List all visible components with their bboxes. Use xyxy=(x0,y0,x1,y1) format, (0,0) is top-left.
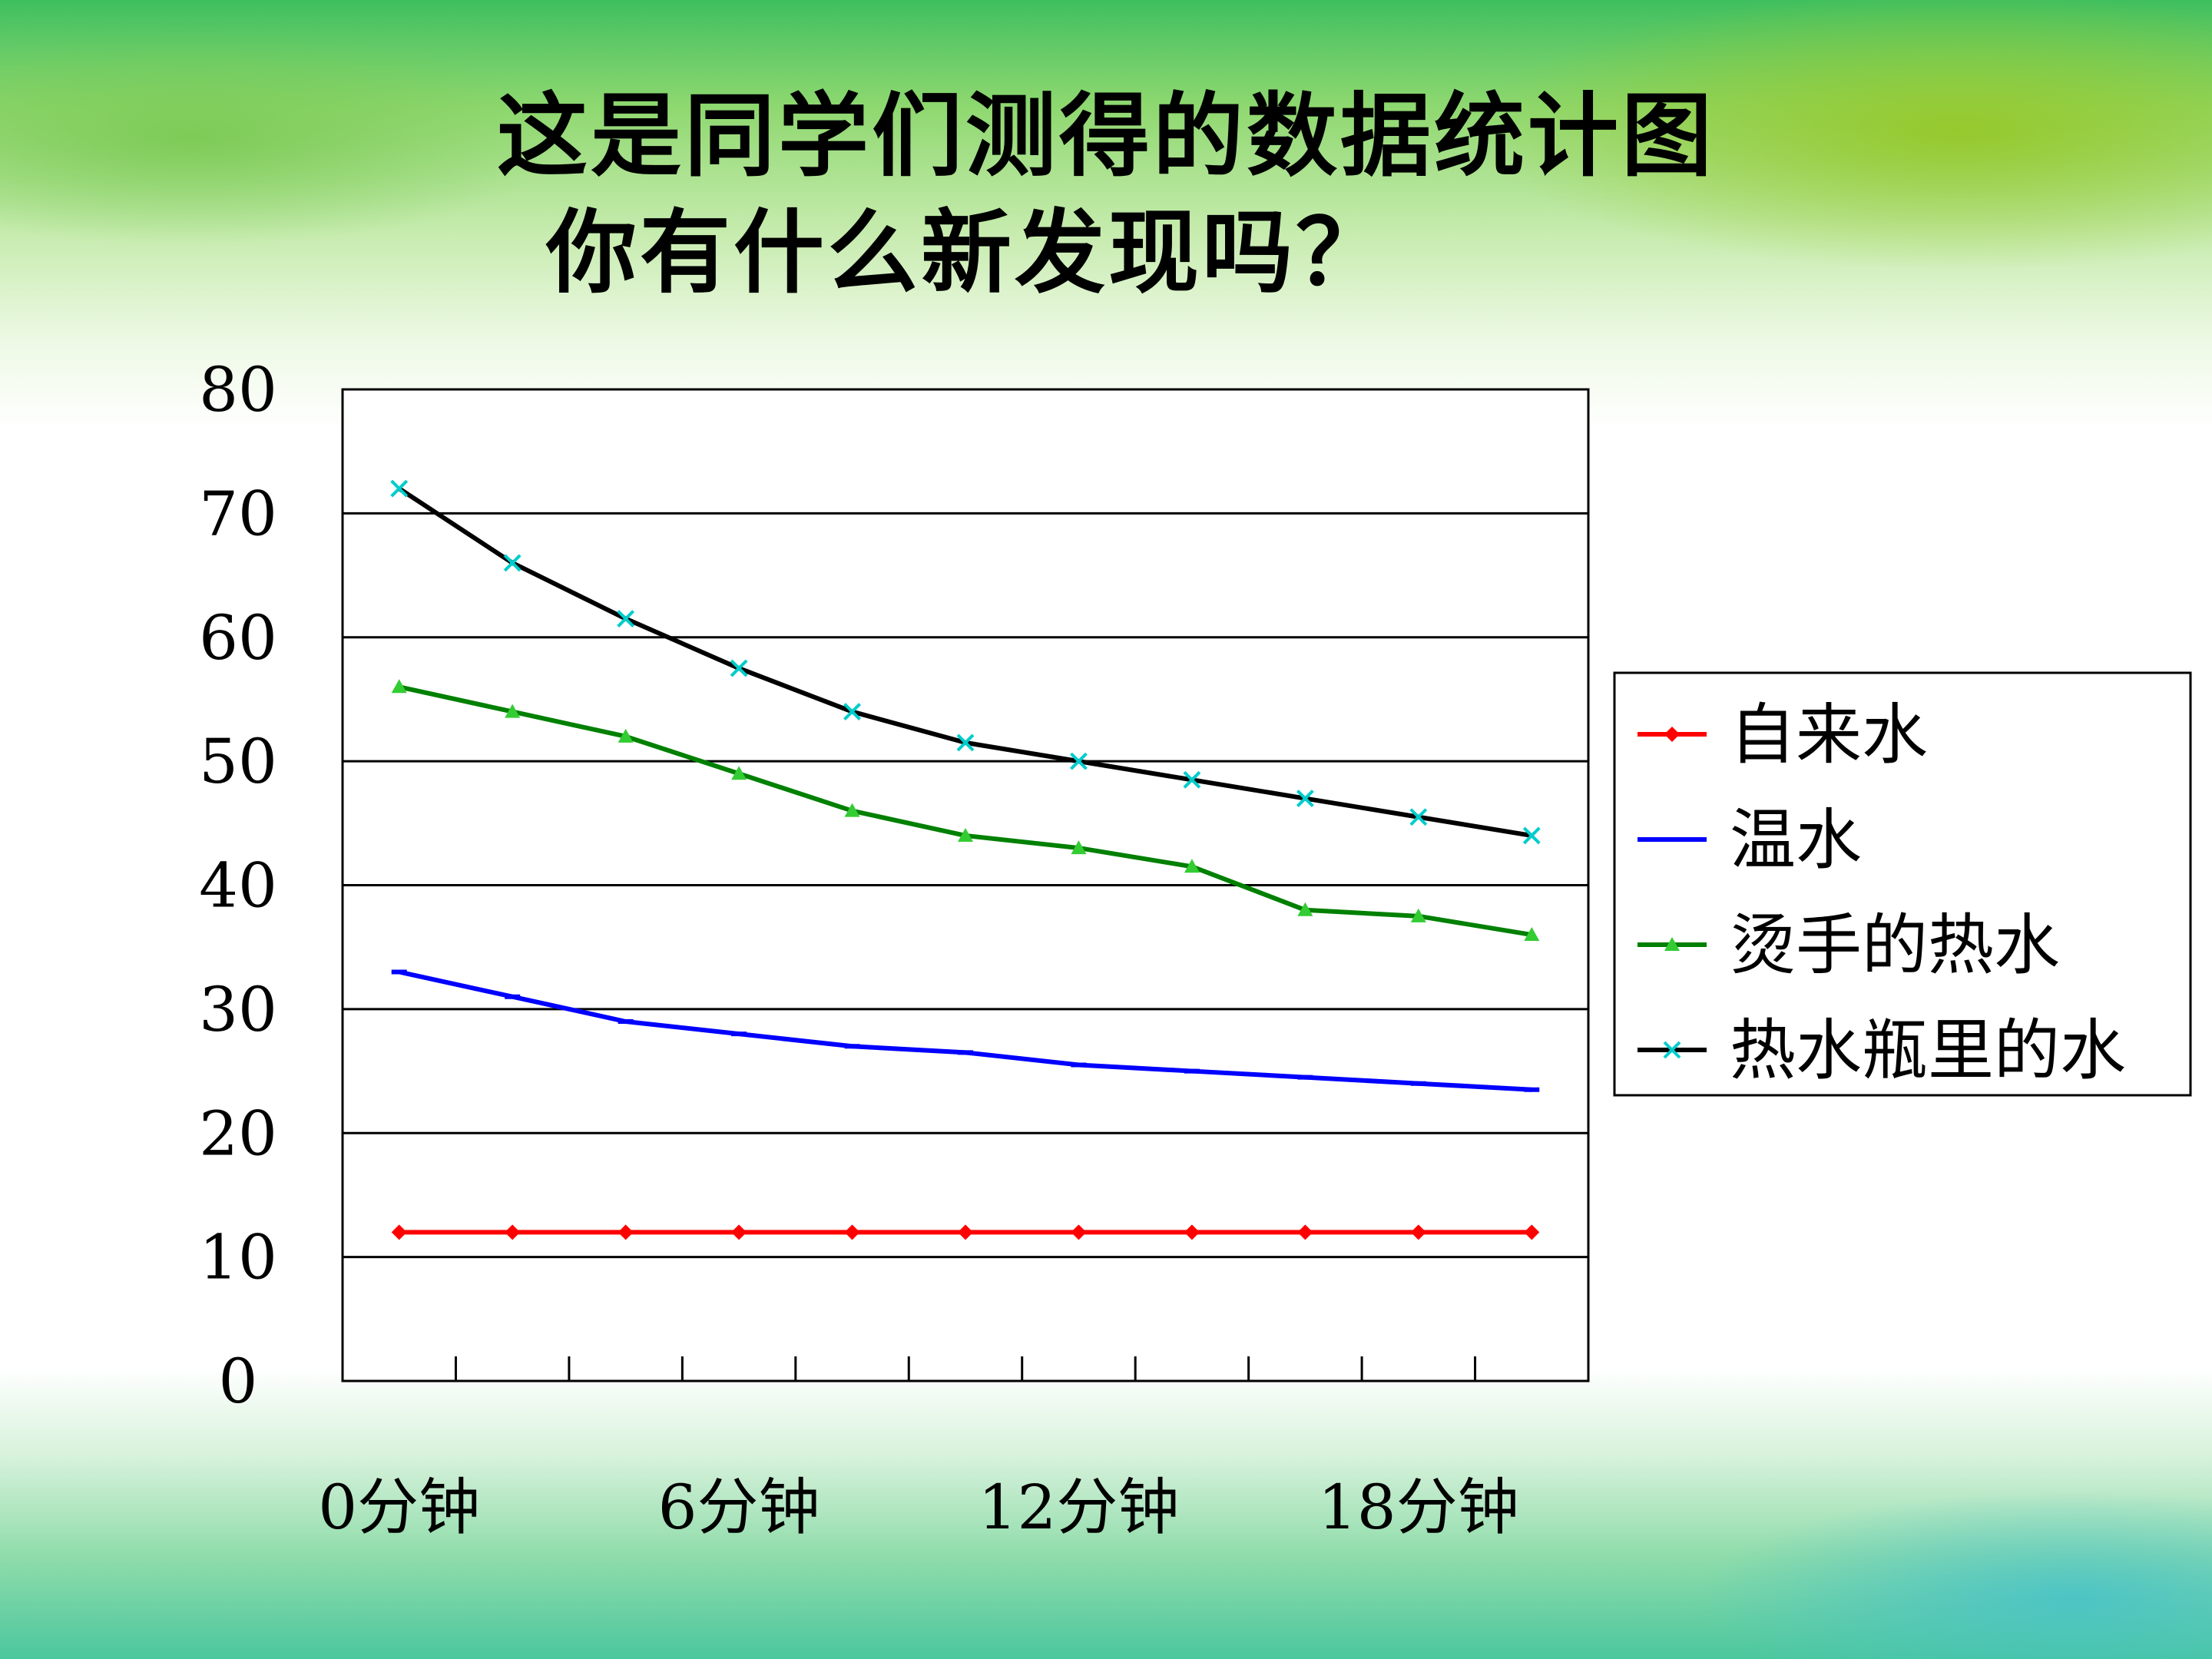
x-tick-label: 12分钟 xyxy=(979,1472,1180,1543)
data-point xyxy=(1183,770,1201,789)
y-tick-label: 70 xyxy=(199,478,277,549)
data-point xyxy=(1184,859,1200,873)
data-point xyxy=(1297,902,1313,916)
legend-label: 热水瓶里的水 xyxy=(1730,1012,2126,1089)
data-point xyxy=(505,1224,521,1240)
y-tick-label: 0 xyxy=(219,1346,258,1417)
data-point xyxy=(731,1224,747,1240)
y-tick-label: 30 xyxy=(199,974,277,1045)
background-top xyxy=(0,0,2212,430)
y-tick-label: 40 xyxy=(199,850,277,922)
data-point xyxy=(1296,790,1314,807)
data-point xyxy=(731,766,747,780)
data-point xyxy=(956,733,975,752)
data-point xyxy=(1071,840,1087,855)
data-point xyxy=(844,803,860,817)
data-point xyxy=(390,479,409,498)
data-point xyxy=(503,554,522,572)
data-point xyxy=(391,679,407,694)
data-point xyxy=(1409,808,1428,826)
x-tick-label: 6分钟 xyxy=(658,1472,820,1543)
legend-marker xyxy=(1663,1041,1681,1059)
y-tick-label: 60 xyxy=(199,602,277,674)
legend-box xyxy=(1613,671,2192,1097)
data-point xyxy=(730,659,748,677)
data-point xyxy=(844,1224,860,1240)
y-tick-label: 10 xyxy=(199,1222,277,1293)
data-point xyxy=(1522,826,1541,845)
legend-marker xyxy=(1664,727,1680,742)
legend-label: 烫手的热水 xyxy=(1730,907,2060,984)
y-tick-label: 20 xyxy=(199,1098,277,1169)
data-point xyxy=(1524,927,1540,942)
data-point xyxy=(1410,908,1426,922)
data-point xyxy=(1184,1224,1200,1240)
x-tick-label: 18分钟 xyxy=(1318,1472,1519,1543)
y-tick-label: 80 xyxy=(199,354,277,426)
slide-title: 这是同学们测得的数据统计图 xyxy=(496,83,1715,189)
data-point xyxy=(1070,752,1088,770)
x-tick-label: 0分钟 xyxy=(318,1472,480,1543)
legend-label: 自来水 xyxy=(1730,697,1928,773)
legend-marker xyxy=(1664,937,1680,951)
data-point xyxy=(1297,1224,1313,1240)
data-point xyxy=(958,827,973,842)
y-tick-label: 50 xyxy=(199,726,277,797)
data-point xyxy=(1524,1224,1540,1240)
data-point xyxy=(958,1224,973,1240)
slide-subtitle: 你有什么新发现吗？ xyxy=(545,200,1389,306)
data-point xyxy=(1410,1224,1426,1240)
background-bottom xyxy=(0,1367,2212,1659)
data-point xyxy=(617,610,635,628)
data-point xyxy=(391,1224,407,1240)
data-point xyxy=(843,703,861,720)
data-point xyxy=(1071,1224,1087,1240)
data-point xyxy=(618,728,634,743)
data-point xyxy=(505,704,521,718)
data-point xyxy=(618,1224,634,1240)
legend-label: 温水 xyxy=(1730,802,1862,879)
